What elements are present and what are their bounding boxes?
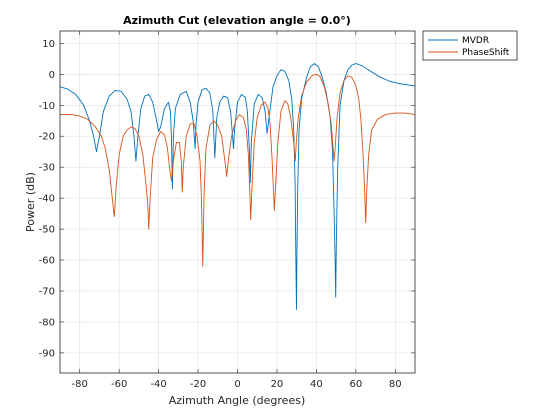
y-tick-label: -40 (39, 194, 55, 205)
legend-label-mvdr: MVDR (462, 36, 489, 46)
y-tick-label: 10 (42, 39, 55, 50)
y-axis-title: Power (dB) (24, 172, 37, 232)
y-tick-label: -50 (39, 225, 55, 236)
legend-box (422, 30, 518, 61)
y-tick-label: -80 (39, 317, 55, 328)
series-lines (59, 63, 416, 310)
series-line-mvdr (59, 63, 416, 310)
x-axis-title: Azimuth Angle (degrees) (169, 394, 306, 407)
x-tick-label: 20 (271, 379, 284, 390)
x-tick-label: 60 (349, 379, 362, 390)
x-tick-label: 0 (234, 379, 240, 390)
axis-ticks: -80 -60 -40 -20 0 20 40 60 80100-10-20-30-40-50-… (39, 31, 415, 390)
series-line-phaseshift (60, 73, 416, 267)
y-tick-label: -10 (39, 101, 55, 112)
legend-label-phaseshift: PhaseShift (462, 48, 510, 58)
y-tick-label: -60 (39, 256, 55, 267)
legend: MVDR PhaseShift (422, 30, 518, 61)
x-tick-label: -20 (190, 379, 206, 390)
y-tick-label: -90 (39, 348, 55, 359)
x-tick-label: -80 (72, 379, 88, 390)
x-tick-label: 40 (310, 379, 323, 390)
y-tick-label: 0 (49, 70, 55, 81)
x-tick-label: -60 (111, 379, 127, 390)
x-tick-label: -40 (150, 379, 166, 390)
chart-title: Azimuth Cut (elevation angle = 0.0°) (123, 14, 351, 27)
y-tick-label: -70 (39, 286, 55, 297)
x-tick-label: 80 (389, 379, 402, 390)
y-tick-label: -30 (39, 163, 55, 174)
y-tick-label: -20 (39, 132, 55, 143)
